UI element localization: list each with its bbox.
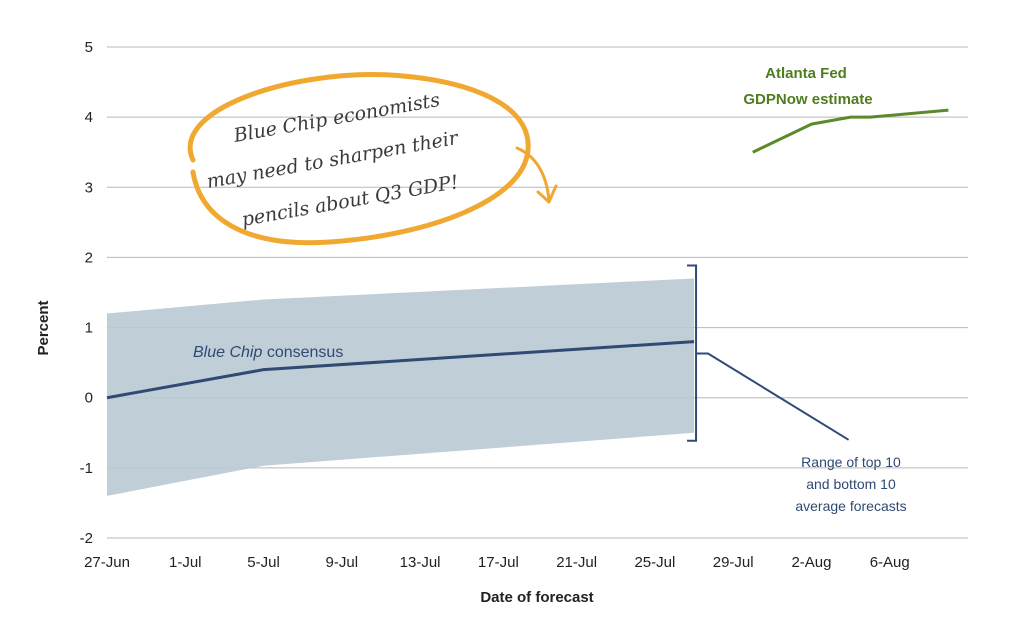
y-tick-label-neg1: -1 xyxy=(80,460,93,477)
range-leader-line xyxy=(696,352,850,441)
series-line-gdpnow xyxy=(752,108,949,154)
range-bracket-mark xyxy=(687,264,698,442)
callout-arrow-icon xyxy=(515,146,558,204)
x-tick-label-13-jul: 13-Jul xyxy=(400,554,441,571)
gdpnow-label-line-2: GDPNow estimate xyxy=(743,91,872,108)
y-tick-label-0: 0 xyxy=(85,390,93,407)
x-tick-label-1-jul: 1-Jul xyxy=(169,554,202,571)
range-label-line-3: average forecasts xyxy=(795,498,906,514)
y-axis-title: Percent xyxy=(35,300,52,355)
range-band-area xyxy=(107,278,695,496)
x-axis-title: Date of forecast xyxy=(480,589,593,606)
y-tick-label-5: 5 xyxy=(85,39,93,56)
callout-hand-drawn-ellipse xyxy=(187,72,531,246)
range-label-line-2: and bottom 10 xyxy=(806,476,896,492)
y-tick-label-3: 3 xyxy=(85,179,93,196)
range-bracket xyxy=(687,264,850,442)
range-label-line-1: Range of top 10 xyxy=(801,454,901,470)
x-tick-label-27-jun: 27-Jun xyxy=(84,554,130,571)
y-tick-label-neg2: -2 xyxy=(80,530,93,547)
callout-bubble: Blue Chip economists may need to sharpen… xyxy=(187,72,558,246)
x-tick-label-29-jul: 29-Jul xyxy=(713,554,754,571)
x-tick-label-5-jul: 5-Jul xyxy=(247,554,280,571)
x-tick-label-17-jul: 17-Jul xyxy=(478,554,519,571)
y-tick-label-4: 4 xyxy=(85,109,93,126)
x-tick-label-25-jul: 25-Jul xyxy=(634,554,675,571)
series-layer xyxy=(106,108,949,400)
x-tick-label-21-jul: 21-Jul xyxy=(556,554,597,571)
gdpnow-label-line-1: Atlanta Fed xyxy=(765,65,847,82)
forecast-range-band xyxy=(107,278,695,496)
tick-labels: -2 -1 0 1 2 3 4 5 27-Jun 1-Jul 5-Jul 9-Jul 13-Jul 17-… xyxy=(80,39,910,571)
x-tick-label-9-jul: 9-Jul xyxy=(326,554,359,571)
x-tick-label-6-aug: 6-Aug xyxy=(870,554,910,571)
blue-chip-label-italic: Blue Chip xyxy=(193,344,262,361)
x-tick-label-2-aug: 2-Aug xyxy=(791,554,831,571)
blue-chip-consensus-label: Blue Chip consensus xyxy=(193,344,343,361)
series-line-blue-chip xyxy=(106,340,695,400)
y-tick-label-2: 2 xyxy=(85,249,93,266)
blue-chip-label-rest: consensus xyxy=(262,344,343,361)
y-tick-label-1: 1 xyxy=(85,320,93,337)
